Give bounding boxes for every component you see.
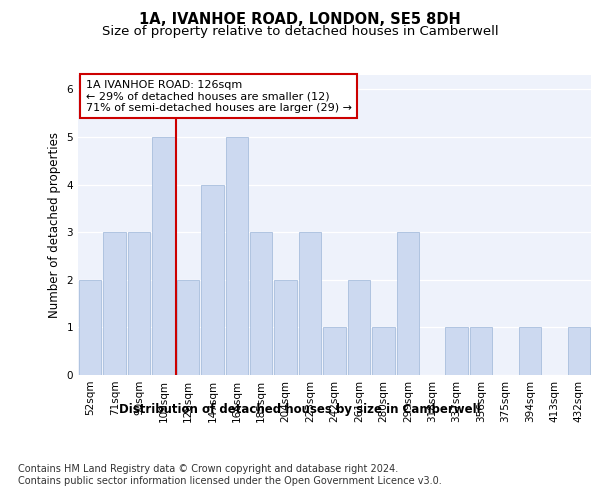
Bar — [372, 328, 395, 375]
Bar — [226, 137, 248, 375]
Bar — [470, 328, 493, 375]
Bar — [103, 232, 126, 375]
Text: 1A IVANHOE ROAD: 126sqm
← 29% of detached houses are smaller (12)
71% of semi-de: 1A IVANHOE ROAD: 126sqm ← 29% of detache… — [86, 80, 352, 112]
Bar — [397, 232, 419, 375]
Text: Distribution of detached houses by size in Camberwell: Distribution of detached houses by size … — [119, 402, 481, 415]
Bar — [518, 328, 541, 375]
Bar — [250, 232, 272, 375]
Text: 1A, IVANHOE ROAD, LONDON, SE5 8DH: 1A, IVANHOE ROAD, LONDON, SE5 8DH — [139, 12, 461, 28]
Text: Contains HM Land Registry data © Crown copyright and database right 2024.: Contains HM Land Registry data © Crown c… — [18, 464, 398, 474]
Text: Contains public sector information licensed under the Open Government Licence v3: Contains public sector information licen… — [18, 476, 442, 486]
Bar — [128, 232, 151, 375]
Text: Size of property relative to detached houses in Camberwell: Size of property relative to detached ho… — [101, 25, 499, 38]
Bar — [445, 328, 468, 375]
Bar — [79, 280, 101, 375]
Bar — [152, 137, 175, 375]
Bar — [201, 184, 224, 375]
Bar — [347, 280, 370, 375]
Y-axis label: Number of detached properties: Number of detached properties — [48, 132, 61, 318]
Bar — [299, 232, 322, 375]
Bar — [176, 280, 199, 375]
Bar — [323, 328, 346, 375]
Bar — [274, 280, 297, 375]
Bar — [568, 328, 590, 375]
